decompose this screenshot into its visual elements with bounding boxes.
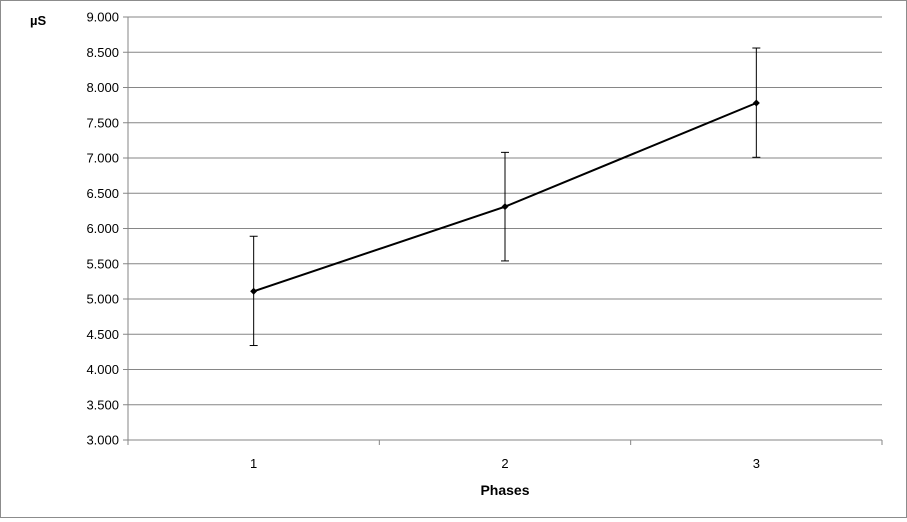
data-point-marker xyxy=(752,99,760,107)
y-tick-labels: 3.000 3.500 4.000 4.500 5.000 5.500 6.000 6.500… xyxy=(86,10,119,448)
y-axis-label: µS xyxy=(30,13,46,28)
y-tick-label: 8.000 xyxy=(86,80,119,95)
y-tick-label: 6.500 xyxy=(86,186,119,201)
y-tick-label: 4.000 xyxy=(86,362,119,377)
error-bars xyxy=(249,47,761,347)
data-point-marker xyxy=(250,287,258,295)
axes xyxy=(123,16,883,445)
y-tick-label: 6.000 xyxy=(86,221,119,236)
data-point-marker xyxy=(501,203,509,211)
x-tick-label: 3 xyxy=(753,456,760,471)
y-tick-label: 3.500 xyxy=(86,397,119,412)
y-tick-label: 5.000 xyxy=(86,292,119,307)
x-axis-label: Phases xyxy=(480,482,529,498)
y-tick-label: 7.500 xyxy=(86,115,119,130)
y-tick-label: 9.000 xyxy=(86,10,119,25)
data-points xyxy=(250,99,760,295)
y-tick-label: 5.500 xyxy=(86,256,119,271)
x-tick-labels: 1 2 3 xyxy=(250,456,760,471)
y-tick-label: 3.000 xyxy=(86,433,119,448)
y-tick-label: 7.000 xyxy=(86,151,119,166)
y-tick-label: 4.500 xyxy=(86,327,119,342)
x-tick-label: 2 xyxy=(501,456,508,471)
x-tick-label: 1 xyxy=(250,456,257,471)
y-tick-label: 8.500 xyxy=(86,45,119,60)
